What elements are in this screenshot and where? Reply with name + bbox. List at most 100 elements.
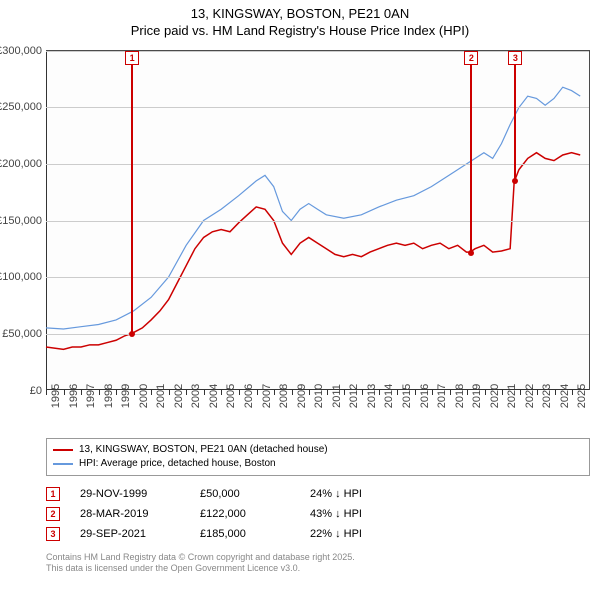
sale-marker-line xyxy=(470,65,472,253)
x-tick xyxy=(309,390,310,395)
sale-marker-dot xyxy=(512,178,518,184)
x-tick xyxy=(485,390,486,395)
sale-row-date: 29-NOV-1999 xyxy=(80,488,180,500)
x-tick-label: 2016 xyxy=(419,384,431,408)
x-tick xyxy=(502,390,503,395)
x-tick xyxy=(572,390,573,395)
x-tick xyxy=(221,390,222,395)
sale-marker-box: 1 xyxy=(125,51,139,65)
x-tick-label: 2023 xyxy=(541,384,553,408)
legend-swatch xyxy=(53,449,73,451)
y-tick-label: £150,000 xyxy=(0,215,42,227)
x-tick-label: 2003 xyxy=(190,384,202,408)
x-tick xyxy=(204,390,205,395)
gridline xyxy=(46,164,589,165)
x-tick-label: 2024 xyxy=(559,384,571,408)
sale-row-diff: 43% ↓ HPI xyxy=(310,508,410,520)
x-tick-label: 2025 xyxy=(576,384,588,408)
sale-marker-dot xyxy=(129,331,135,337)
x-tick xyxy=(362,390,363,395)
gridline xyxy=(46,107,589,108)
x-tick-label: 2012 xyxy=(348,384,360,408)
x-tick-label: 1999 xyxy=(120,384,132,408)
series-hpi xyxy=(46,87,580,329)
sale-marker-box: 3 xyxy=(508,51,522,65)
footer-line-2: This data is licensed under the Open Gov… xyxy=(46,563,590,575)
x-tick-label: 1996 xyxy=(68,384,80,408)
x-tick xyxy=(344,390,345,395)
gridline xyxy=(46,277,589,278)
x-tick-label: 2020 xyxy=(489,384,501,408)
x-tick-label: 1997 xyxy=(85,384,97,408)
sale-row-diff: 22% ↓ HPI xyxy=(310,528,410,540)
x-tick-label: 2007 xyxy=(261,384,273,408)
x-tick-label: 2013 xyxy=(366,384,378,408)
x-tick-label: 2000 xyxy=(138,384,150,408)
chart-title-block: 13, KINGSWAY, BOSTON, PE21 0AN Price pai… xyxy=(0,0,600,42)
x-tick-label: 2017 xyxy=(436,384,448,408)
x-tick xyxy=(520,390,521,395)
x-tick xyxy=(186,390,187,395)
x-tick-label: 2008 xyxy=(278,384,290,408)
x-tick xyxy=(46,390,47,395)
x-tick-label: 2014 xyxy=(383,384,395,408)
x-tick-label: 2018 xyxy=(454,384,466,408)
x-tick xyxy=(274,390,275,395)
y-tick-label: £100,000 xyxy=(0,271,42,283)
legend-item: HPI: Average price, detached house, Bost… xyxy=(53,457,583,471)
footer-line-1: Contains HM Land Registry data © Crown c… xyxy=(46,552,590,564)
x-tick xyxy=(64,390,65,395)
title-line-1: 13, KINGSWAY, BOSTON, PE21 0AN xyxy=(0,6,600,23)
x-tick-label: 2005 xyxy=(225,384,237,408)
legend-label: HPI: Average price, detached house, Bost… xyxy=(79,457,276,471)
gridline xyxy=(46,221,589,222)
x-tick-label: 2006 xyxy=(243,384,255,408)
sale-row-price: £185,000 xyxy=(200,528,290,540)
x-tick-label: 2011 xyxy=(331,384,343,408)
x-tick xyxy=(81,390,82,395)
x-tick xyxy=(537,390,538,395)
x-tick xyxy=(239,390,240,395)
sale-row-diff: 24% ↓ HPI xyxy=(310,488,410,500)
sale-row-marker: 3 xyxy=(46,527,60,541)
x-tick xyxy=(292,390,293,395)
gridline xyxy=(46,334,589,335)
y-tick-label: £300,000 xyxy=(0,45,42,57)
x-tick xyxy=(151,390,152,395)
x-tick xyxy=(432,390,433,395)
attribution-footer: Contains HM Land Registry data © Crown c… xyxy=(46,552,590,575)
x-tick xyxy=(327,390,328,395)
x-tick-label: 2021 xyxy=(506,384,518,408)
sale-row: 3 29-SEP-2021 £185,000 22% ↓ HPI xyxy=(46,524,590,544)
x-tick-label: 2015 xyxy=(401,384,413,408)
sale-row-date: 28-MAR-2019 xyxy=(80,508,180,520)
sale-marker-line xyxy=(514,65,516,181)
chart-legend: 13, KINGSWAY, BOSTON, PE21 0AN (detached… xyxy=(46,438,590,476)
x-tick xyxy=(397,390,398,395)
y-tick-label: £50,000 xyxy=(2,328,42,340)
y-tick-label: £200,000 xyxy=(0,158,42,170)
x-tick-label: 2001 xyxy=(155,384,167,408)
x-tick xyxy=(555,390,556,395)
price-chart: £0£50,000£100,000£150,000£200,000£250,00… xyxy=(46,50,590,390)
sale-row: 228-MAR-2019£122,00043% ↓ HPI xyxy=(46,504,590,524)
y-tick-label: £0 xyxy=(30,385,42,397)
x-tick-label: 2004 xyxy=(208,384,220,408)
x-tick xyxy=(450,390,451,395)
y-tick-label: £250,000 xyxy=(0,101,42,113)
legend-swatch xyxy=(53,463,73,465)
x-tick xyxy=(116,390,117,395)
x-tick xyxy=(99,390,100,395)
x-tick-label: 1995 xyxy=(50,384,62,408)
x-tick xyxy=(467,390,468,395)
x-tick xyxy=(134,390,135,395)
x-tick xyxy=(379,390,380,395)
sale-row: 129-NOV-1999£50,00024% ↓ HPI xyxy=(46,484,590,504)
sale-row-price: £50,000 xyxy=(200,488,290,500)
sales-table: 129-NOV-1999£50,00024% ↓ HPI228-MAR-2019… xyxy=(46,484,590,544)
sale-marker-line xyxy=(131,65,133,334)
sale-row-price: £122,000 xyxy=(200,508,290,520)
legend-item: 13, KINGSWAY, BOSTON, PE21 0AN (detached… xyxy=(53,443,583,457)
sale-row-date: 29-SEP-2021 xyxy=(80,528,180,540)
sale-marker-box: 2 xyxy=(464,51,478,65)
